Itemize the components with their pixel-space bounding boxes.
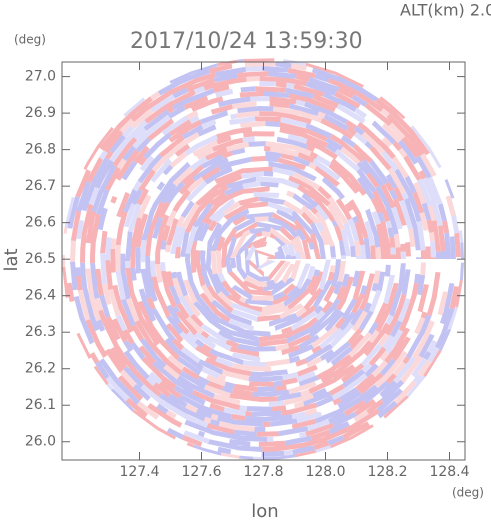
y-tick-label: 26.4 — [25, 288, 56, 304]
x-axis-label: lon — [251, 501, 278, 521]
x-tick-label: 127.8 — [243, 464, 283, 480]
y-unit: (deg) — [14, 33, 46, 47]
x-tick-label: 128.0 — [305, 464, 345, 480]
y-tick-label: 26.5 — [25, 251, 56, 267]
altitude-label: ALT(km) 2.0 — [400, 1, 491, 20]
x-tick-label: 127.6 — [181, 464, 221, 480]
x-tick-label: 128.2 — [367, 464, 407, 480]
y-tick-label: 26.7 — [25, 178, 56, 194]
y-tick-label: 26.6 — [25, 215, 56, 231]
y-tick-label: 26.1 — [25, 397, 56, 413]
y-axis-label: lat — [1, 248, 22, 271]
x-tick-label: 127.4 — [119, 464, 159, 480]
echo-cells — [62, 58, 463, 458]
echo-cells — [62, 61, 457, 459]
y-tick-label: 26.2 — [25, 361, 56, 377]
y-tick-label: 26.9 — [25, 105, 56, 121]
echo-cells — [67, 59, 465, 460]
echo-field — [62, 58, 465, 460]
echo-center — [259, 255, 267, 263]
y-tick-label: 26.3 — [25, 324, 56, 340]
chart-title: 2017/10/24 13:59:30 — [130, 29, 363, 54]
echo-cells — [64, 59, 464, 460]
y-tick-label: 27.0 — [25, 69, 56, 85]
x-tick-label: 128.4 — [429, 464, 469, 480]
y-tick-label: 26.8 — [25, 142, 56, 158]
y-tick-label: 26.0 — [25, 434, 56, 450]
x-unit: (deg) — [452, 486, 484, 500]
